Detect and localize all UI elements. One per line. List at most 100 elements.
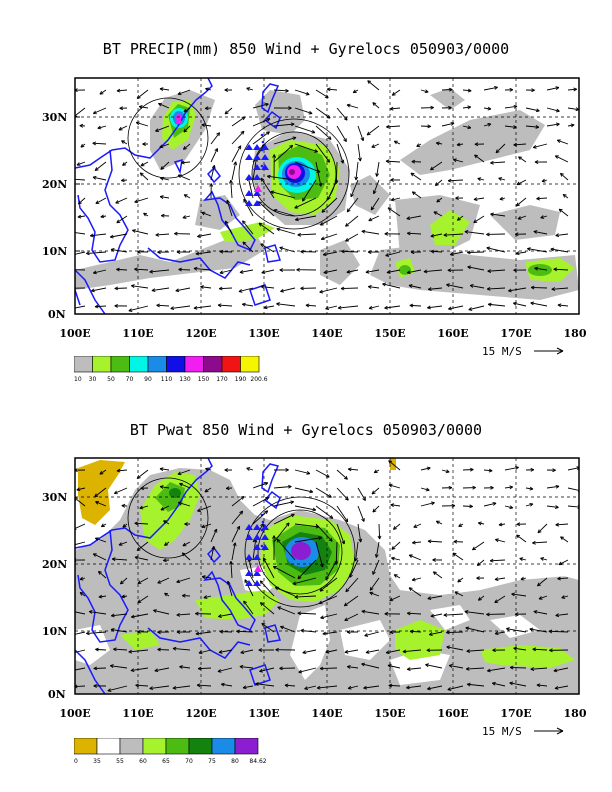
wind-vector-head (100, 523, 105, 528)
wind-vector-head (297, 232, 302, 237)
wind-vector-head (176, 612, 181, 617)
wind-vector-head (172, 685, 177, 690)
wind-vector-head (170, 306, 175, 311)
wind-vector-head (557, 303, 562, 308)
wind-vector (242, 685, 254, 689)
wind-vector-head (535, 108, 540, 113)
wind-vector-head (430, 249, 435, 254)
wind-vector (567, 124, 575, 127)
wind-vector (252, 131, 270, 145)
wind-vector-head (329, 515, 334, 519)
wind-vector (534, 267, 548, 271)
wind-vector-head (387, 664, 392, 668)
wind-vector-head (159, 87, 164, 92)
wind-vector-head (555, 122, 560, 127)
wind-vector (388, 484, 401, 489)
wind-vector-head (449, 252, 454, 256)
wind-vector (495, 539, 506, 543)
wind-vector-head (201, 524, 206, 529)
wind-vector (420, 125, 431, 127)
wind-vector-head (139, 505, 144, 510)
wind-vector-head (486, 246, 491, 251)
wind-vector-head (70, 669, 73, 672)
wind-vector (276, 538, 296, 561)
wind-vector-head (79, 123, 84, 128)
wind-vector-head (555, 613, 560, 618)
wind-vector-head (153, 609, 157, 613)
wind-vector-head (532, 647, 537, 652)
wind-vector-head (260, 177, 265, 182)
wind-vector-head (201, 211, 206, 216)
wind-vector-head (200, 285, 204, 289)
wind-vector-head (473, 219, 478, 224)
wind-vector-head (220, 682, 225, 687)
wind-vector (202, 576, 212, 579)
wind-vector (132, 229, 149, 235)
wind-vector (176, 613, 191, 616)
wind-vector (273, 137, 297, 145)
wind-vector (327, 179, 338, 200)
wind-vector (373, 179, 380, 194)
wind-vector-head (264, 481, 269, 486)
wind-vector-head (386, 270, 391, 274)
wind-vector (533, 143, 548, 149)
wind-vector-head (219, 249, 224, 254)
wind-vector-head (216, 132, 221, 137)
wind-vector (243, 198, 254, 217)
colorbar-swatch (142, 738, 167, 755)
wind-vector-head (386, 124, 390, 129)
wind-vector-head (509, 485, 514, 490)
wind-vector (533, 230, 548, 235)
wind-vector (92, 176, 107, 181)
lat-label: 0N (48, 308, 66, 321)
wind-vector (172, 685, 191, 689)
wind-vector-head (406, 231, 411, 236)
wind-vector-head (530, 667, 535, 671)
wind-vector-head (240, 495, 245, 500)
wind-vector (372, 559, 380, 575)
precip-map: 30N 20N 10N 0N 100E 110E 120E 130E 140E … (42, 77, 587, 358)
wind-vector (86, 251, 107, 254)
wind-vector (466, 667, 485, 670)
wind-vector-head (300, 286, 304, 291)
wind-vector-head (411, 577, 416, 582)
wind-vector-head (388, 483, 393, 488)
wind-vector-head (239, 510, 244, 515)
wind-vector (408, 554, 422, 561)
wind-vector-head (156, 303, 160, 308)
wind-vector-head (555, 505, 559, 509)
wind-vector-head (68, 230, 71, 233)
wind-vector (111, 613, 128, 617)
wind-vector-head (346, 208, 351, 213)
wind-vector (504, 486, 513, 489)
wind-vector (325, 559, 338, 580)
lat-label: 30N (42, 491, 67, 504)
wind-vector-head (320, 615, 325, 620)
colorbar-swatch (184, 356, 204, 373)
wind-vector (346, 269, 359, 273)
wind-vector (219, 287, 233, 290)
wind-vector (349, 559, 359, 578)
wind-vector-head (354, 176, 359, 181)
wind-vector-head (390, 197, 395, 202)
wind-vector-head (260, 523, 264, 528)
wind-vector-head (494, 599, 499, 604)
wind-vector-head (157, 250, 161, 255)
wind-vector (340, 287, 359, 290)
wind-vector (183, 107, 191, 113)
colorbar-swatch (74, 738, 98, 755)
wind-vector-head (211, 545, 216, 550)
wind-vector-head (203, 595, 208, 599)
wind-vector-head (136, 475, 141, 479)
wind-vector (388, 684, 401, 687)
wind-vector-head (533, 610, 538, 614)
wind-vector (160, 196, 170, 199)
wind-vector (433, 571, 443, 579)
wind-vector (319, 577, 338, 592)
wind-vector-head (135, 683, 139, 688)
wind-vector-head (289, 144, 294, 149)
colorbar-label: 84.62 (249, 758, 266, 765)
wind-vector-head (319, 666, 324, 671)
wind-vector (231, 542, 236, 561)
wind-vector-head (477, 177, 482, 181)
